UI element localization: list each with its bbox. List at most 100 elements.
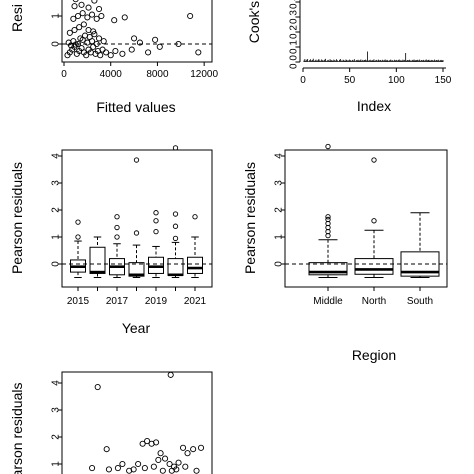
x-tick-label: 0 <box>300 75 306 86</box>
outlier-point <box>325 143 331 150</box>
outlier-point <box>153 228 159 235</box>
box <box>89 246 106 274</box>
data-point <box>89 464 96 472</box>
data-point <box>84 14 91 21</box>
box <box>148 256 164 274</box>
y-tick-label: 0.4 <box>289 0 300 9</box>
x-tick-label: 150 <box>435 75 452 86</box>
x-axis: Middle North South <box>313 287 433 307</box>
x-tick-label: Middle <box>313 296 343 307</box>
x-tick-label: 8000 <box>146 69 169 80</box>
y-tick-label: 4 <box>51 153 62 159</box>
outlier-point <box>325 214 331 220</box>
data-point <box>98 12 105 20</box>
data-point <box>157 450 164 457</box>
y-tick-label: 0.2 <box>289 25 300 39</box>
data-point <box>72 41 79 48</box>
outlier-point <box>114 234 120 240</box>
x-axis-label: Region <box>352 347 396 363</box>
panel-bottom-scatter: 1 2 3 4 arson residuals <box>9 371 213 474</box>
panel-year: 2015 2017 2019 2021 0 1 2 3 4 Year Pearson resi… <box>9 145 213 336</box>
y-tick-label: 0 <box>274 261 285 267</box>
x-tick-label: 2017 <box>106 296 129 307</box>
y-axis: 0 1 2 3 4 <box>274 153 285 267</box>
data-point <box>141 464 148 472</box>
data-point <box>78 1 85 8</box>
data-point <box>131 35 138 42</box>
x-axis: 0 4000 8000 12000 <box>61 62 218 80</box>
y-axis-label: Cook's <box>246 1 262 43</box>
data-point <box>193 467 200 474</box>
y-tick-label: 0.1 <box>289 40 300 54</box>
index-bars <box>303 51 444 62</box>
y-axis: 0.00.10.20.30.4 <box>289 0 300 69</box>
data-point <box>72 0 79 3</box>
data-point <box>153 439 160 446</box>
data-point <box>107 52 114 59</box>
x-axis-label: Index <box>357 98 391 114</box>
x-tick-label: 50 <box>344 75 356 86</box>
data-point <box>197 444 205 451</box>
outlier-point <box>192 214 198 220</box>
data-point <box>114 464 121 472</box>
data-point <box>70 15 77 22</box>
x-tick-label: 2019 <box>145 296 168 307</box>
outlier-point <box>133 230 140 236</box>
y-tick-label: 2 <box>51 207 62 213</box>
data-point <box>190 446 197 453</box>
panel-region: Middle North South 0 1 2 3 4 Region Pearson re… <box>242 143 448 363</box>
outlier-point <box>371 218 377 224</box>
x-tick-label: 2021 <box>184 296 207 307</box>
y-tick-label: 0 <box>51 41 62 47</box>
y-tick-label: 1 <box>51 234 62 240</box>
x-axis-label: Fitted values <box>96 99 175 115</box>
y-tick-label: 1 <box>274 234 285 240</box>
outlier-point <box>75 219 81 225</box>
data-point <box>94 383 101 391</box>
data-point <box>152 36 159 43</box>
data-point <box>80 21 87 28</box>
data-point <box>168 467 175 474</box>
data-point <box>121 14 128 21</box>
data-point <box>102 49 110 56</box>
data-point <box>184 450 191 457</box>
data-point <box>79 10 86 17</box>
y-tick-label: 0.3 <box>289 10 300 24</box>
x-tick-label: South <box>407 296 433 307</box>
outlier-point <box>153 210 159 216</box>
data-point <box>175 459 182 466</box>
y-axis-label: Resi <box>9 4 25 32</box>
data-point <box>119 460 126 468</box>
data-point <box>155 456 162 464</box>
panel-fitted-values: 0 4000 8000 12000 01 Fitted values Resi <box>9 0 218 115</box>
data-point <box>119 50 126 57</box>
y-axis: 01 <box>51 13 62 47</box>
x-tick-label: 2015 <box>67 296 90 307</box>
data-point <box>156 43 163 50</box>
data-point <box>85 4 92 11</box>
x-axis: 0 50 100 150 <box>300 68 452 86</box>
outlier-point <box>75 234 81 240</box>
data-point <box>111 17 118 24</box>
outlier-point <box>133 157 140 163</box>
box <box>128 262 145 277</box>
data-point <box>66 29 73 36</box>
data-point <box>128 46 135 53</box>
y-tick-label: 0.0 <box>289 55 300 69</box>
box <box>167 258 184 276</box>
y-axis-label: arson residuals <box>9 383 25 474</box>
data-point <box>100 38 107 45</box>
data-point <box>86 33 93 41</box>
outlier-point <box>172 235 179 242</box>
data-point <box>91 31 98 38</box>
data-point <box>77 35 84 42</box>
outlier-point <box>114 224 120 231</box>
data-point <box>187 12 194 20</box>
outlier-point <box>153 218 159 224</box>
data-point <box>95 5 103 13</box>
y-axis-label: Pearson residuals <box>9 162 25 274</box>
data-point <box>91 0 98 4</box>
outlier-point <box>114 214 120 220</box>
data-point <box>130 466 137 473</box>
y-tick-label: 1 <box>51 13 62 19</box>
